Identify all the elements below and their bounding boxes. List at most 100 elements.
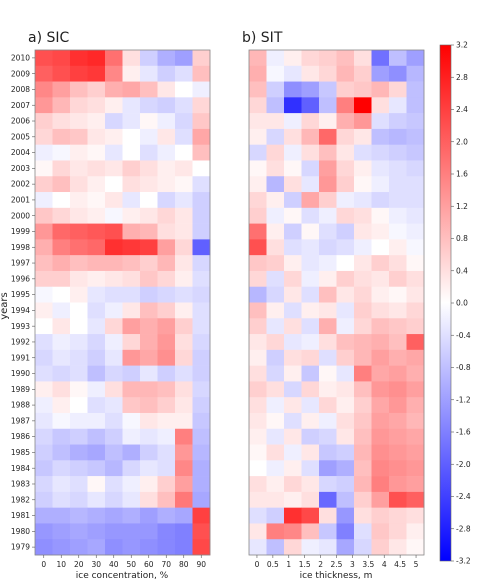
heatmap-cell-sit	[319, 50, 337, 67]
heatmap-cell-sic	[105, 302, 123, 319]
heatmap-cell-sic	[122, 507, 141, 524]
heatmap-cell-sic	[192, 176, 211, 193]
colorbar-ticks: 3.2 2.8 2.4 2.0 1.6 1.2 0.8 0.4 0.0 -0.4 -0.8 -1.2 -…	[451, 41, 471, 566]
heatmap-cell-sit	[336, 286, 355, 303]
colorbar-tick-label: 0.4	[456, 266, 468, 275]
heatmap-cell-sit	[336, 223, 355, 240]
heatmap-cell-sic	[175, 223, 193, 240]
heatmap-cell-sic	[157, 192, 176, 209]
heatmap-cell-sic	[35, 334, 53, 351]
heatmap-cell-sic	[122, 381, 141, 398]
heatmap-cell-sic	[87, 255, 106, 272]
colorbar-tick-label: 2.0	[456, 137, 468, 146]
heatmap-cell-sit	[284, 397, 302, 414]
heatmap-cell-sit	[284, 334, 302, 351]
heatmap-cell-sit	[406, 523, 425, 540]
heatmap-cell-sit	[249, 365, 267, 382]
y-tick-label: 1998	[11, 243, 30, 252]
heatmap-cell-sit	[336, 318, 355, 335]
heatmap-cell-sic	[35, 270, 53, 288]
heatmap-cell-sic	[35, 381, 53, 398]
heatmap-cell-sit	[266, 302, 285, 319]
heatmap-cell-sit	[354, 302, 372, 319]
heatmap-cell-sit	[354, 65, 372, 82]
heatmap-cell-sic	[192, 334, 211, 351]
heatmap-cell-sit	[249, 476, 267, 493]
heatmap-cell-sit	[249, 460, 267, 477]
heatmap-cell-sit	[406, 207, 425, 224]
heatmap-cell-sit	[406, 428, 425, 445]
heatmap-cell-sic	[35, 523, 53, 540]
heatmap-cell-sic	[52, 302, 71, 319]
heatmap-cell-sic	[140, 160, 158, 177]
colorbar-tick-label: -2.4	[456, 492, 471, 501]
heatmap-cell-sit	[389, 476, 407, 493]
heatmap-cell-sit	[319, 286, 337, 303]
heatmap-cell-sic	[140, 223, 158, 240]
y-tick-label: 2010	[11, 53, 30, 62]
y-tick-label: 2008	[11, 85, 30, 94]
heatmap-cell-sic	[35, 50, 53, 67]
heatmap-cell-sic	[140, 523, 158, 540]
heatmap-cell-sit	[249, 160, 267, 177]
heatmap-cell-sit	[284, 255, 302, 272]
heatmap-cell-sic	[105, 239, 123, 256]
heatmap-cell-sit	[371, 318, 390, 335]
heatmap-cell-sit	[249, 523, 267, 540]
heatmap-cell-sit	[371, 81, 390, 98]
heatmap-cell-sic	[157, 365, 176, 382]
heatmap-cell-sit	[249, 128, 267, 145]
heatmap-cell-sic	[192, 270, 211, 288]
heatmap-cell-sic	[105, 176, 123, 193]
heatmap-cell-sit	[336, 365, 355, 382]
heatmap-cell-sit	[266, 144, 285, 161]
heatmap-cell-sic	[157, 397, 176, 414]
heatmap-cell-sic	[140, 207, 158, 224]
heatmap-cell-sit	[389, 192, 407, 209]
heatmap-cell-sit	[336, 144, 355, 161]
heatmap-cell-sit	[249, 192, 267, 209]
x-tick-label: 30	[91, 560, 101, 569]
heatmap-cell-sic	[70, 444, 88, 461]
heatmap-cell-sit	[336, 491, 355, 508]
heatmap-cell-sic	[157, 444, 176, 461]
heatmap-cell-sic	[52, 334, 71, 351]
heatmap-cell-sic	[192, 50, 211, 67]
heatmap-cell-sic	[157, 539, 176, 556]
heatmap-cell-sic	[122, 144, 141, 161]
heatmap-cell-sit	[406, 97, 425, 114]
heatmap-cell-sit	[249, 81, 267, 98]
panel-sic-x-label: ice concentration, %	[76, 571, 169, 581]
heatmap-cell-sit	[336, 397, 355, 414]
colorbar-tick-label: -0.4	[456, 331, 471, 340]
heatmap-cell-sit	[319, 318, 337, 335]
heatmap-cell-sic	[35, 318, 53, 335]
heatmap-cell-sic	[105, 144, 123, 161]
heatmap-cell-sic	[105, 286, 123, 303]
y-tick-label: 1981	[11, 511, 30, 520]
heatmap-cell-sic	[105, 270, 123, 288]
heatmap-cell-sic	[122, 255, 141, 272]
heatmap-cell-sit	[284, 412, 302, 430]
colorbar-tick-label: -2.0	[456, 460, 471, 469]
y-tick-label: 1993	[11, 322, 30, 331]
heatmap-cell-sit	[336, 160, 355, 177]
heatmap-cell-sit	[266, 50, 285, 67]
heatmap-cell-sit	[301, 523, 320, 540]
heatmap-cell-sit	[266, 255, 285, 272]
heatmap-cell-sit	[354, 255, 372, 272]
heatmap-cell-sit	[406, 334, 425, 351]
x-tick-label: 20	[74, 560, 84, 569]
heatmap-cell-sic	[175, 255, 193, 272]
heatmap-cell-sit	[249, 397, 267, 414]
heatmap-cell-sit	[371, 349, 390, 366]
heatmap-cell-sit	[319, 460, 337, 477]
heatmap-cell-sic	[175, 144, 193, 161]
heatmap-cell-sic	[70, 507, 88, 524]
heatmap-cell-sic	[192, 381, 211, 398]
heatmap-cell-sic	[157, 223, 176, 240]
heatmap-cell-sit	[406, 381, 425, 398]
heatmap-cell-sit	[249, 381, 267, 398]
y-axis-label: years	[0, 292, 10, 320]
heatmap-cell-sic	[157, 302, 176, 319]
